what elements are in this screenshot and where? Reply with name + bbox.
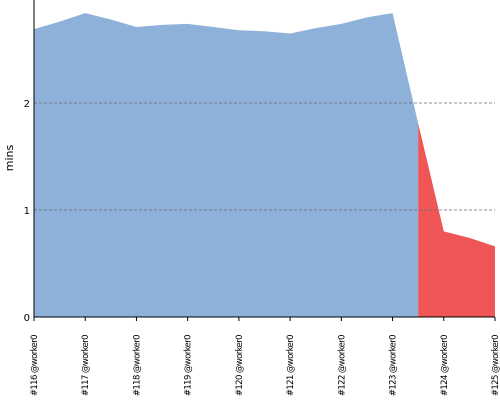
x-tick-label: #123 @worker0 bbox=[389, 335, 399, 396]
y-tick-label: 1 bbox=[24, 206, 30, 217]
x-tick-label: #116 @worker0 bbox=[30, 335, 40, 396]
x-tick-label: #117 @worker0 bbox=[81, 335, 91, 396]
x-tick-labels: #116 @worker0 #117 @worker0 #118 @worker0 #… bbox=[30, 317, 500, 396]
x-tick-label: #118 @worker0 bbox=[132, 335, 142, 396]
y-tick-label: 2 bbox=[24, 99, 30, 110]
x-tick-label: #122 @worker0 bbox=[337, 335, 347, 396]
y-axis-title: mins bbox=[3, 144, 16, 171]
x-tick-label: #121 @worker0 bbox=[286, 335, 296, 396]
x-tick-label: #120 @worker0 bbox=[235, 335, 245, 396]
area-series bbox=[34, 13, 495, 318]
x-tick-label: #125 @worker0 bbox=[491, 335, 500, 396]
x-tick-label: #119 @worker0 bbox=[184, 335, 194, 396]
area-region-success bbox=[34, 13, 419, 318]
x-tick-label: #124 @worker0 bbox=[440, 335, 450, 396]
area-region-failure bbox=[418, 123, 495, 317]
y-tick-labels: 0 1 2 bbox=[24, 99, 30, 324]
axes bbox=[33, 0, 495, 318]
y-tick-label: 0 bbox=[24, 313, 30, 324]
